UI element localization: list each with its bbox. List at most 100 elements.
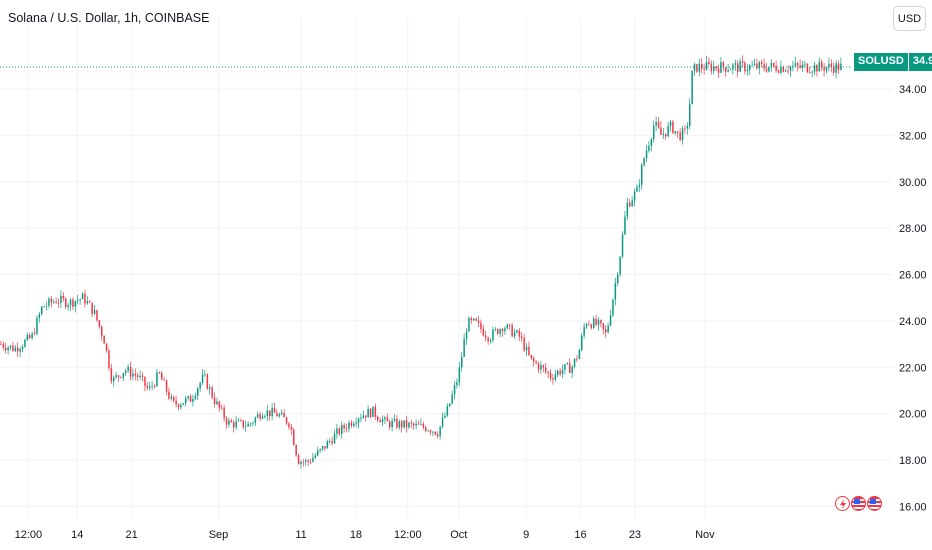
candle xyxy=(638,179,641,193)
y-tick-label: 18.00 xyxy=(899,455,927,467)
candle xyxy=(149,381,151,391)
candle xyxy=(254,416,257,427)
candlestick-series xyxy=(0,55,842,469)
candle xyxy=(398,419,401,430)
candle xyxy=(146,382,149,391)
candle xyxy=(518,328,521,342)
candle xyxy=(2,341,5,351)
candle xyxy=(549,369,552,382)
candle xyxy=(117,374,120,382)
candle xyxy=(48,296,50,309)
candle xyxy=(297,453,300,465)
candle xyxy=(288,421,290,430)
candle xyxy=(374,403,377,421)
candle xyxy=(7,345,9,355)
time-axis[interactable]: 12:00 14 21 Sep 11 18 12:00 Oct 9 16 23 Nov xyxy=(15,529,716,541)
candle xyxy=(336,424,338,439)
candle xyxy=(794,56,797,68)
candle xyxy=(41,305,43,316)
candle xyxy=(835,59,837,79)
candle xyxy=(309,458,312,465)
candle xyxy=(158,371,161,374)
candle xyxy=(840,57,842,71)
candle xyxy=(578,348,581,360)
candle xyxy=(170,393,173,401)
candle xyxy=(770,59,773,72)
candle xyxy=(201,369,204,385)
candle xyxy=(813,61,816,75)
candle xyxy=(134,368,137,381)
x-tick-label: 23 xyxy=(629,529,641,541)
candle xyxy=(823,62,825,77)
y-tick-label: 24.00 xyxy=(899,316,927,328)
candle xyxy=(319,448,321,453)
candle xyxy=(405,415,408,433)
candle xyxy=(482,324,485,337)
candle xyxy=(139,370,141,381)
candle xyxy=(144,376,146,392)
candle xyxy=(489,338,492,344)
candle xyxy=(81,292,84,300)
candle xyxy=(811,70,813,78)
candle xyxy=(350,420,353,428)
candle xyxy=(110,363,113,384)
candle xyxy=(626,197,629,221)
candle xyxy=(521,331,523,342)
candle xyxy=(720,56,722,74)
candle xyxy=(446,403,449,418)
chart-title: Solana / U.S. Dollar, 1h, COINBASE xyxy=(8,11,210,25)
y-tick-label: 20.00 xyxy=(899,409,927,421)
candle xyxy=(542,364,545,373)
price-axis[interactable]: 16.00 18.00 20.00 22.00 24.00 26.00 28.00 30.00… xyxy=(899,84,927,513)
candle xyxy=(581,332,583,352)
candle xyxy=(624,211,626,235)
candle xyxy=(449,403,451,407)
candle xyxy=(65,296,67,309)
candle xyxy=(600,319,602,328)
candle xyxy=(216,397,218,406)
candle xyxy=(377,415,379,423)
candle xyxy=(247,421,249,427)
candle xyxy=(662,128,665,140)
candle xyxy=(734,59,737,71)
candle xyxy=(240,418,242,422)
candle xyxy=(129,361,132,381)
candle xyxy=(593,316,595,330)
candle xyxy=(72,297,74,311)
candle xyxy=(348,420,350,433)
candle xyxy=(619,255,621,278)
candle xyxy=(45,301,48,311)
candle xyxy=(50,296,53,308)
candle xyxy=(525,343,528,356)
lightning-event-icon[interactable] xyxy=(835,496,850,511)
candle xyxy=(194,392,197,401)
candle xyxy=(314,453,317,459)
candle xyxy=(737,60,739,78)
candle xyxy=(665,133,667,140)
candle xyxy=(264,414,266,419)
y-tick-label: 26.00 xyxy=(899,270,927,282)
candle xyxy=(353,421,355,428)
candle xyxy=(185,395,187,407)
us-flag-event-icon[interactable] xyxy=(851,496,866,511)
candle xyxy=(511,322,513,338)
candle xyxy=(245,421,247,432)
candle xyxy=(182,403,185,406)
candle xyxy=(717,64,720,79)
candle xyxy=(19,346,21,357)
candle xyxy=(257,411,259,419)
candle xyxy=(732,63,734,75)
candle xyxy=(595,314,597,327)
candle xyxy=(523,333,525,353)
candle xyxy=(746,64,749,76)
candle xyxy=(573,358,576,369)
candle xyxy=(180,402,182,411)
currency-button[interactable]: USD xyxy=(893,6,926,31)
candle xyxy=(57,298,60,308)
candle xyxy=(122,372,125,381)
us-flag-event-icon[interactable] xyxy=(867,496,882,511)
candle xyxy=(461,351,463,372)
candle xyxy=(74,300,77,313)
candle xyxy=(667,121,669,138)
